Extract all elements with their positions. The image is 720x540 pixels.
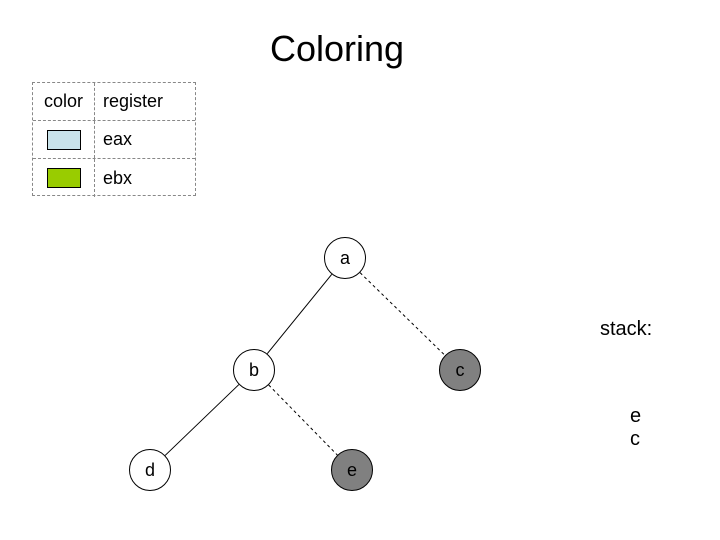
edge-a-b [267, 274, 332, 353]
legend-table: color register eax ebx [32, 82, 196, 196]
legend-header-register: register [95, 83, 195, 120]
stack-item-1: c [630, 428, 640, 451]
edge-a-c [360, 273, 445, 356]
page-title: Coloring [270, 28, 404, 70]
node-d: d [129, 449, 171, 491]
node-c: c [439, 349, 481, 391]
legend-label-eax: eax [95, 121, 195, 158]
legend-header-row: color register [33, 83, 195, 121]
stack-item-0: e [630, 405, 641, 428]
stack-label: stack: [600, 318, 652, 341]
node-e: e [331, 449, 373, 491]
swatch-ebx [47, 168, 81, 188]
node-b: b [233, 349, 275, 391]
legend-swatch-eax-cell [33, 121, 95, 158]
legend-swatch-ebx-cell [33, 159, 95, 197]
edge-b-e [269, 385, 338, 455]
legend-label-ebx: ebx [95, 159, 195, 197]
legend-header-color: color [33, 83, 95, 120]
node-a: a [324, 237, 366, 279]
legend-row-eax: eax [33, 121, 195, 159]
swatch-eax [47, 130, 81, 150]
edge-b-d [165, 385, 239, 456]
legend-row-ebx: ebx [33, 159, 195, 197]
